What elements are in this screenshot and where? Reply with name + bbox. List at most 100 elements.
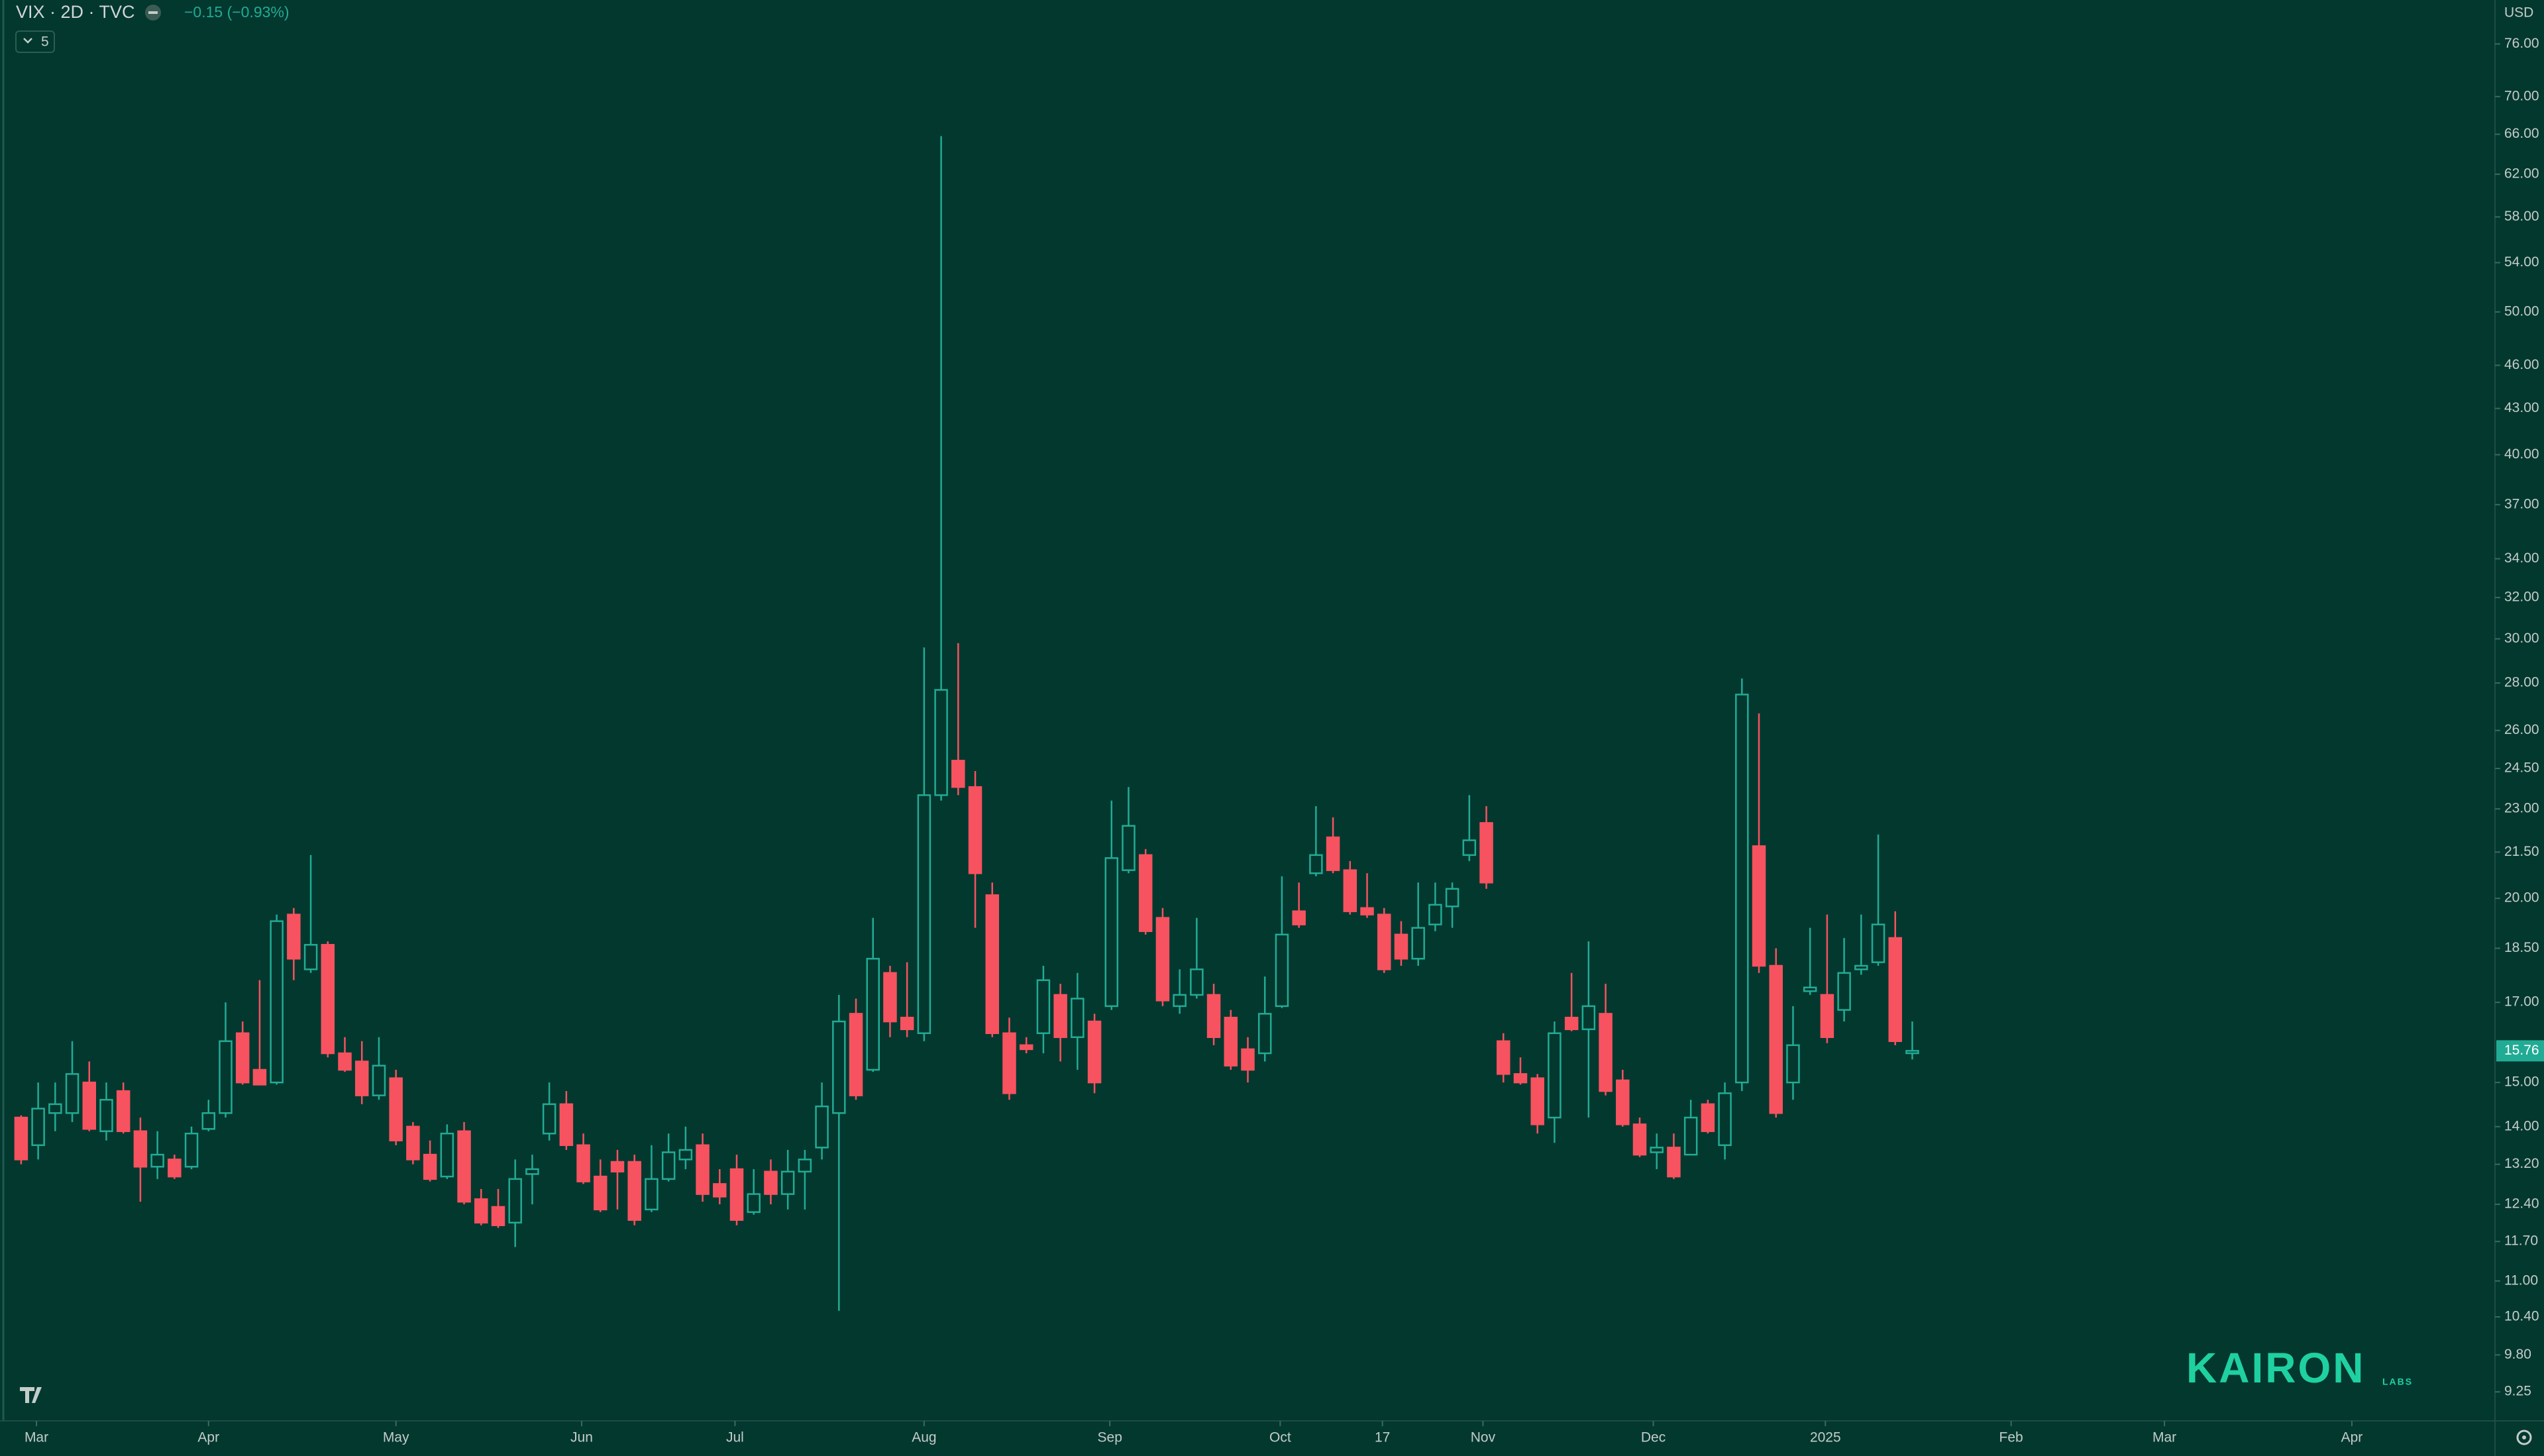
candle-body (1599, 1013, 1613, 1092)
candle-body (1820, 994, 1834, 1038)
candle-body (1667, 1147, 1681, 1178)
candle-body (849, 1013, 863, 1096)
y-tick-label: 46.00 (2504, 357, 2539, 372)
x-tick-label: Aug (912, 1430, 936, 1445)
candle-body (934, 689, 948, 796)
candle-body (1343, 869, 1357, 912)
candle-body (883, 972, 897, 1023)
y-tick-label: 62.00 (2504, 166, 2539, 182)
candle-body (951, 760, 965, 788)
y-tick-label: 12.40 (2504, 1196, 2539, 1212)
price-change: −0.15 (−0.93%) (184, 3, 290, 21)
watermark-name: KAIRON (2186, 1344, 2365, 1392)
candle-body (1462, 839, 1477, 857)
y-tick-label: 11.00 (2504, 1273, 2538, 1288)
candle-body (1122, 825, 1136, 871)
candle-body (1888, 937, 1903, 1043)
candle-body (14, 1116, 28, 1161)
candle-body (1683, 1116, 1698, 1156)
x-tick-label: 2025 (1810, 1430, 1841, 1445)
y-tick-label: 23.00 (2504, 801, 2539, 816)
candle-body (661, 1151, 676, 1180)
candle-body (798, 1159, 812, 1172)
y-tick-label: 37.00 (2504, 496, 2539, 511)
candle-body (219, 1040, 233, 1114)
candle-body (31, 1108, 45, 1147)
y-tick-label: 50.00 (2504, 303, 2539, 319)
candle-body (1019, 1044, 1034, 1051)
x-tick-label: Dec (1641, 1430, 1666, 1445)
candle-body (1241, 1048, 1255, 1071)
candle-body (1224, 1016, 1238, 1066)
candle-body (627, 1161, 641, 1221)
candle-body (1854, 964, 1868, 970)
candle-body (491, 1206, 505, 1226)
candle-body (1206, 994, 1221, 1038)
candle-body (270, 920, 284, 1084)
currency[interactable]: USD (2504, 5, 2533, 21)
candle-body (338, 1052, 352, 1071)
chevron (23, 38, 32, 44)
candle-body (1377, 913, 1391, 970)
candle-body (1173, 994, 1187, 1008)
candle-body (1735, 694, 1749, 1084)
candle-body (440, 1132, 454, 1178)
candle-body (1530, 1077, 1544, 1125)
candle-body (1752, 845, 1766, 967)
candle-body (900, 1016, 914, 1031)
candle-body (1053, 994, 1067, 1038)
candle-body (747, 1193, 761, 1214)
y-tick-label: 26.00 (2504, 722, 2539, 737)
candle-body (99, 1098, 113, 1132)
candle-body (542, 1103, 556, 1135)
y-tick-label: 9.80 (2504, 1347, 2531, 1362)
candle-body (1036, 979, 1051, 1035)
candle-body (525, 1168, 539, 1175)
y-tick-label: 14.00 (2504, 1118, 2539, 1133)
candle-body (1257, 1013, 1272, 1055)
candle-body (423, 1153, 437, 1180)
candle-body (82, 1081, 97, 1130)
y-tick-label: 24.50 (2504, 760, 2539, 776)
candle-body (1497, 1040, 1510, 1075)
y-tick-label: 20.00 (2504, 890, 2539, 906)
candle-body (406, 1125, 420, 1161)
candle-body (1837, 972, 1851, 1011)
candle-body (201, 1112, 216, 1130)
candle-body (866, 958, 880, 1071)
candle-body (1905, 1050, 1919, 1055)
candle-body (1071, 998, 1085, 1038)
candle-body (1275, 933, 1289, 1008)
y-tick-label: 11.70 (2504, 1233, 2538, 1249)
candle-body (559, 1103, 574, 1147)
candle-body (150, 1153, 164, 1168)
candle-body (832, 1020, 846, 1114)
settings-icon[interactable] (2516, 1430, 2532, 1445)
x-tick-label: Jun (570, 1430, 593, 1445)
candle-body (645, 1178, 659, 1211)
indicators-toggle[interactable] (15, 30, 55, 53)
x-tick-label: 17 (1375, 1430, 1390, 1445)
candle-body (1394, 933, 1408, 960)
candle-body (576, 1144, 590, 1182)
candle-body (1871, 923, 1885, 963)
candle-body (389, 1077, 403, 1141)
y-tick-label: 28.00 (2504, 675, 2539, 690)
candle-body (729, 1168, 744, 1221)
candle-body (678, 1149, 693, 1161)
candle-body (1513, 1073, 1528, 1084)
candle-body (303, 944, 318, 970)
x-tick-label: Apr (2341, 1430, 2363, 1445)
candle-body (1104, 857, 1119, 1008)
candle-body (474, 1198, 488, 1223)
y-tick-label: 54.00 (2504, 254, 2539, 270)
candle-body (985, 894, 1000, 1035)
candle-body (321, 944, 335, 1055)
x-tick-label: May (383, 1430, 409, 1445)
candle-body (764, 1170, 778, 1195)
y-tick-label: 21.50 (2504, 844, 2539, 859)
candle-body (1445, 888, 1459, 908)
candle-body (1190, 968, 1204, 996)
candle-body (780, 1170, 795, 1195)
